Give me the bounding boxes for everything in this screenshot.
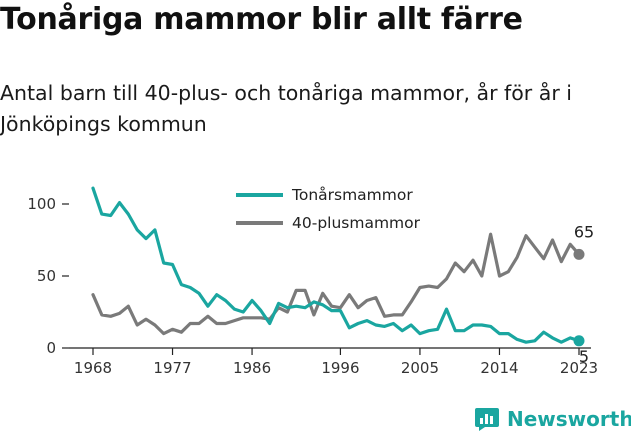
legend: Tonårsmammor 40-plusmammor: [236, 186, 421, 232]
series-lines: [91, 186, 585, 347]
y-tick-label: 100: [27, 195, 56, 213]
legend-label-tonarsmammor: Tonårsmammor: [291, 186, 413, 204]
brand-name: Newsworthy: [507, 407, 631, 431]
x-tick-label: 1977: [153, 359, 191, 377]
x-tick-label: 1986: [233, 359, 271, 377]
series-line-tonrsmammor: [91, 186, 581, 344]
legend-label-40plusmammor: 40-plusmammor: [292, 214, 421, 232]
chart-title: Tonåriga mammor blir allt färre: [0, 2, 523, 37]
x-tick-label: 1968: [74, 359, 112, 377]
x-tick-label: 2023: [560, 359, 598, 377]
end-label-40plusmammor: 65: [574, 222, 594, 241]
newsworthy-logo-icon: [475, 408, 499, 431]
end-point-40plusmammor: [573, 248, 585, 260]
brand-logo: Newsworthy: [474, 406, 631, 432]
x-tick-label: 2005: [401, 359, 439, 377]
x-tick-label: 1996: [321, 359, 359, 377]
chart-subtitle: Antal barn till 40-plus- och tonåriga ma…: [0, 81, 572, 136]
series-line-40plusmammor: [91, 232, 581, 336]
end-labels: 65 5: [574, 222, 594, 365]
axes: 0 50 100 1968 1977 1986 1996 2005 2014 2023: [27, 195, 598, 377]
y-tick-label: 50: [37, 267, 56, 285]
y-tick-label: 0: [46, 339, 56, 357]
x-tick-label: 2014: [480, 359, 518, 377]
end-point-tonrsmammor: [573, 335, 585, 347]
end-label-tonarsmammor: 5: [579, 347, 589, 366]
